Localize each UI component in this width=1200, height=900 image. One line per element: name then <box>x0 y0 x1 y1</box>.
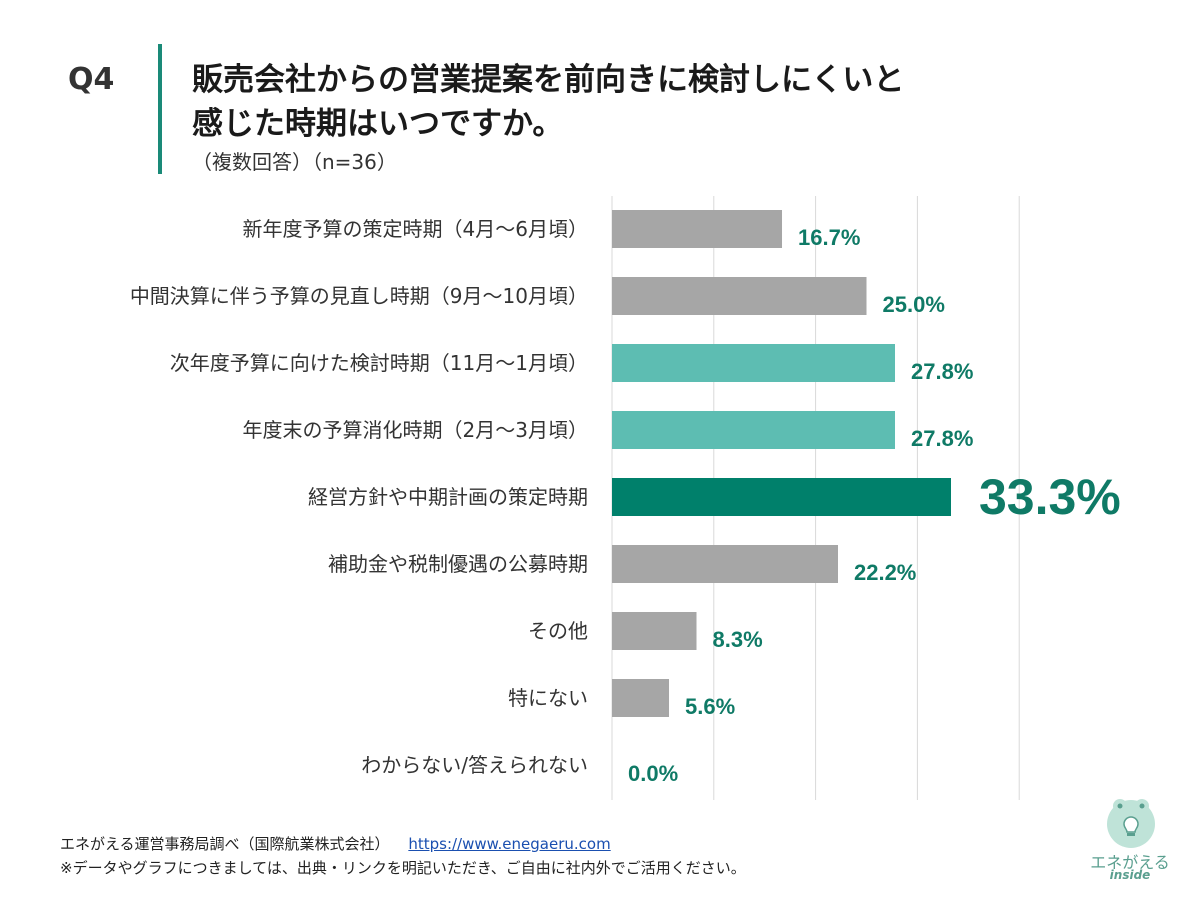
question-title: 販売会社からの営業提案を前向きに検討しにくいと 感じた時期はいつですか。 <box>192 58 992 146</box>
category-label: 次年度予算に向けた検討時期（11月～1月頃） <box>170 351 588 375</box>
question-title-line1: 販売会社からの営業提案を前向きに検討しにくいと <box>192 62 905 98</box>
bar <box>612 411 896 449</box>
question-title-line2: 感じた時期はいつですか。 <box>192 106 564 142</box>
value-labels: 16.7%25.0%27.8%27.8%33.3%22.2%8.3%5.6%0.… <box>628 225 1121 786</box>
value-label: 16.7% <box>798 225 860 250</box>
category-label: 年度末の予算消化時期（2月～3月頃） <box>243 418 588 442</box>
category-label: その他 <box>528 619 588 643</box>
bar <box>612 210 783 248</box>
question-number: Q4 <box>68 62 115 97</box>
logo-sub: inside <box>1109 868 1151 882</box>
value-label: 5.6% <box>685 694 735 719</box>
bar <box>612 478 951 516</box>
category-label: 特にない <box>508 686 588 710</box>
category-label: わからない/答えられない <box>361 753 588 777</box>
bar <box>612 679 670 717</box>
value-label: 27.8% <box>911 426 973 451</box>
frog-lightbulb-icon <box>1107 799 1155 848</box>
category-label: 経営方針や中期計画の策定時期 <box>308 485 588 509</box>
footer-link[interactable]: https://www.enegaeru.com <box>408 835 611 853</box>
bar-chart: 新年度予算の策定時期（4月～6月頃） 中間決算に伴う予算の見直し時期（9月～10月… <box>130 196 1121 800</box>
bar <box>612 545 838 583</box>
category-label: 新年度予算の策定時期（4月～6月頃） <box>243 217 588 241</box>
category-labels: 新年度予算の策定時期（4月～6月頃） 中間決算に伴う予算の見直し時期（9月～10月… <box>130 217 588 777</box>
value-label: 0.0% <box>628 761 678 786</box>
value-label: 33.3% <box>979 469 1121 525</box>
bar <box>612 277 867 315</box>
value-label: 25.0% <box>883 292 945 317</box>
value-label: 27.8% <box>911 359 973 384</box>
footer: エネがえる運営事務局調べ（国際航業株式会社） https://www.enega… <box>60 832 746 880</box>
category-label: 補助金や税制優遇の公募時期 <box>328 552 588 576</box>
footer-source: エネがえる運営事務局調べ（国際航業株式会社） <box>60 835 390 853</box>
category-label: 中間決算に伴う予算の見直し時期（9月～10月頃） <box>130 284 588 308</box>
footer-source-line: エネがえる運営事務局調べ（国際航業株式会社） https://www.enega… <box>60 832 746 856</box>
bar <box>612 612 697 650</box>
question-subtitle: （複数回答）（n=36） <box>192 150 397 174</box>
title-accent-bar <box>158 44 162 174</box>
bars <box>612 210 951 717</box>
value-label: 8.3% <box>712 627 762 652</box>
bar <box>612 344 896 382</box>
footer-note: ※データやグラフにつきましては、出典・リンクを明記いただき、ご自由に社内外でご活… <box>60 859 746 877</box>
logo-name: エネがえる <box>1090 853 1170 872</box>
value-label: 22.2% <box>854 560 916 585</box>
